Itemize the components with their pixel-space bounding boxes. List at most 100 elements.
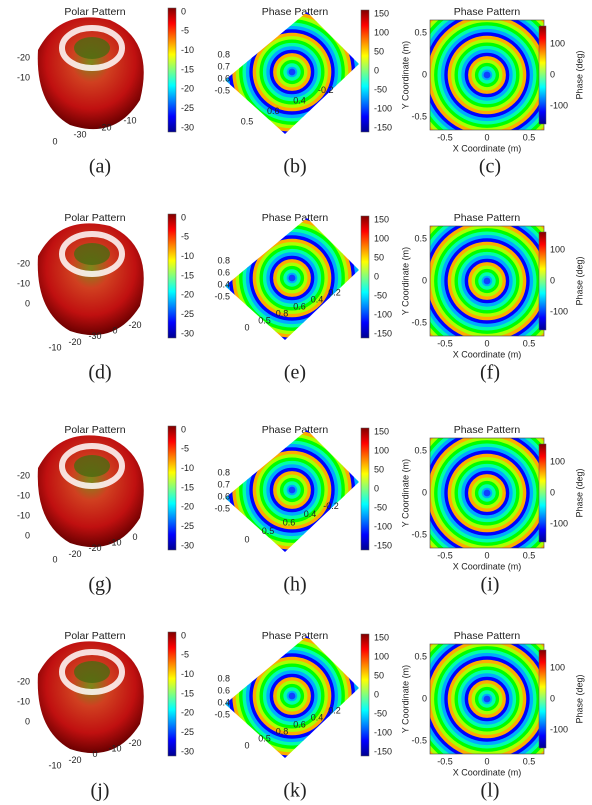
colorbar-tick-label: -30 [181,122,194,132]
phase-core [484,490,491,497]
colorbar-label: Phase (deg) [574,256,584,305]
colorbar-tick-label: 0 [374,483,379,493]
x-tick-label: -0.5 [437,550,453,560]
phase-core [484,72,491,79]
colorbar-tick-label: 0 [550,69,555,79]
colorbar-tick-label: 0 [181,212,186,222]
polar-lobe [38,17,144,129]
colorbar-tick-label: -100 [550,100,568,110]
panel-title: Polar Pattern [64,424,125,436]
x-tick-label: -0.5 [437,338,453,348]
axis-tick-label: -20 [98,122,111,132]
panel-title: Phase Pattern [262,630,329,642]
axis-tick-label: 0 [244,534,249,544]
axis-tick-label: -20 [68,755,81,765]
axis-tick-label: 0.2 [328,705,341,715]
axis-tick-label: 0.6 [293,301,306,311]
colorbar-tick-label: 100 [374,233,389,243]
colorbar-tick-label: -15 [181,688,194,698]
axis-tick-label: 0.6 [217,267,230,277]
colorbar-tick-label: -150 [374,328,392,338]
colorbar-tick-label: -100 [550,306,568,316]
colorbar [539,26,546,124]
axis-tick-label: -20 [68,337,81,347]
colorbar-tick-label: -50 [374,290,387,300]
colorbar-tick-label: 150 [374,426,389,436]
colorbar-tick-label: -50 [374,502,387,512]
colorbar-tick-label: 0 [181,630,186,640]
panel-title: Polar Pattern [64,212,125,224]
axis-tick-label: 0 [132,532,137,542]
axis-tick-label: -20 [128,738,141,748]
axis-tick-label: 0.7 [217,479,230,489]
x-axis-label: X Coordinate (m) [453,143,522,153]
y-tick-label: 0 [422,693,427,703]
polar-dip [74,455,110,477]
axis-tick-label: 0 [244,740,249,750]
axis-tick-label: 0 [52,554,57,564]
phase-core [484,278,491,285]
panel-title: Phase Pattern [262,212,329,224]
colorbar-tick-label: -50 [374,84,387,94]
axis-tick-label: 0.8 [217,255,230,265]
colorbar-tick-label: -10 [181,463,194,473]
axis-tick-label: 0.8 [276,308,289,318]
colorbar-tick-label: 0 [374,271,379,281]
y-tick-label: 0.5 [414,651,427,661]
axis-tick-label: 0.8 [276,726,289,736]
axis-tick-label: -10 [108,538,121,548]
y-axis-label: Y Coordinate (m) [400,247,410,315]
axis-tick-label: -10 [17,278,30,288]
panel-title: Phase Pattern [262,424,329,436]
polar-lobe [38,223,144,335]
y-tick-label: 0 [422,69,427,79]
caption: (b) [283,156,306,178]
panel-title: Phase Pattern [454,630,521,642]
axis-tick-label: -0.5 [214,503,230,513]
axis-tick-label: 0.6 [217,73,230,83]
x-axis-label: X Coordinate (m) [453,349,522,359]
colorbar-tick-label: 100 [374,27,389,37]
colorbar-label: Phase (deg) [574,50,584,99]
colorbar-tick-label: -25 [181,309,194,319]
colorbar-tick-label: -15 [181,482,194,492]
colorbar [168,632,176,756]
polar-surface [38,223,144,335]
axis-tick-label: 0.6 [217,685,230,695]
caption: (i) [481,574,500,596]
axis-tick-label: -0.5 [214,291,230,301]
axis-tick-label: 0 [244,322,249,332]
axis-tick-label: 0.8 [217,467,230,477]
figure: (a)Polar Pattern0-5-10-15-20-25-30-20-10… [0,0,592,805]
axis-tick-label: 0 [52,136,57,146]
caption: (g) [88,574,111,596]
colorbar-tick-label: -20 [181,708,194,718]
colorbar-tick-label: -100 [374,521,392,531]
colorbar-tick-label: 150 [374,8,389,18]
y-tick-label: -0.5 [411,529,427,539]
panel-title: Phase Pattern [454,424,521,436]
axis-tick-label: 0.4 [217,279,230,289]
x-tick-label: 0.5 [523,550,536,560]
y-tick-label: -0.5 [411,317,427,327]
axis-tick-label: 0.6 [217,491,230,501]
panel-title: Phase Pattern [262,6,329,18]
colorbar-tick-label: -20 [181,84,194,94]
axis-tick-label: 0.4 [304,509,317,519]
colorbar-tick-label: 0 [374,65,379,75]
colorbar-tick-label: -30 [181,328,194,338]
colorbar-tick-label: 100 [550,244,565,254]
axis-tick-label: -10 [48,342,61,352]
axis-tick-label: -10 [17,510,30,520]
colorbar [539,232,546,330]
caption: (j) [91,780,110,802]
x-axis-label: X Coordinate (m) [453,561,522,571]
colorbar-tick-label: -100 [374,103,392,113]
colorbar [361,634,369,756]
colorbar [168,426,176,550]
axis-tick-label: -30 [73,129,86,139]
colorbar-tick-label: 50 [374,252,384,262]
phase-core [289,487,296,494]
x-tick-label: -0.5 [437,132,453,142]
colorbar-tick-label: -50 [374,708,387,718]
